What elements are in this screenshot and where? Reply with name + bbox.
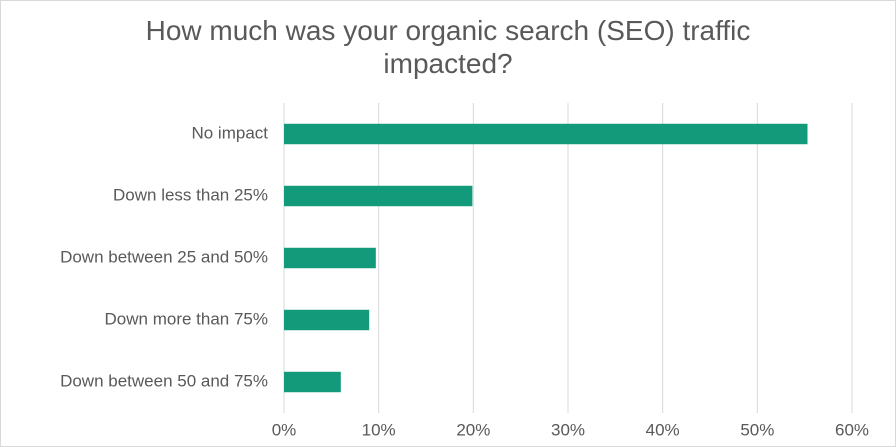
x-tick-label: 60% [835, 420, 869, 439]
bar [284, 371, 341, 393]
bar [284, 309, 370, 331]
bar [284, 123, 808, 145]
x-tick-label: 30% [551, 420, 585, 439]
category-label: No impact [191, 123, 268, 142]
chart-title: How much was your organic search (SEO) t… [0, 14, 896, 80]
chart-title-line-1: How much was your organic search (SEO) t… [145, 15, 751, 46]
category-label: Down between 50 and 75% [60, 371, 268, 390]
x-tick-label: 10% [362, 420, 396, 439]
bar [284, 247, 376, 269]
x-tick-label: 50% [740, 420, 774, 439]
category-label: Down between 25 and 50% [60, 247, 268, 266]
x-tick-label: 40% [646, 420, 680, 439]
x-tick-label: 0% [272, 420, 297, 439]
x-tick-label: 20% [456, 420, 490, 439]
category-label: Down more than 75% [105, 309, 268, 328]
chart-title-line-2: impacted? [383, 48, 513, 79]
bar [284, 185, 473, 207]
category-label: Down less than 25% [113, 185, 268, 204]
